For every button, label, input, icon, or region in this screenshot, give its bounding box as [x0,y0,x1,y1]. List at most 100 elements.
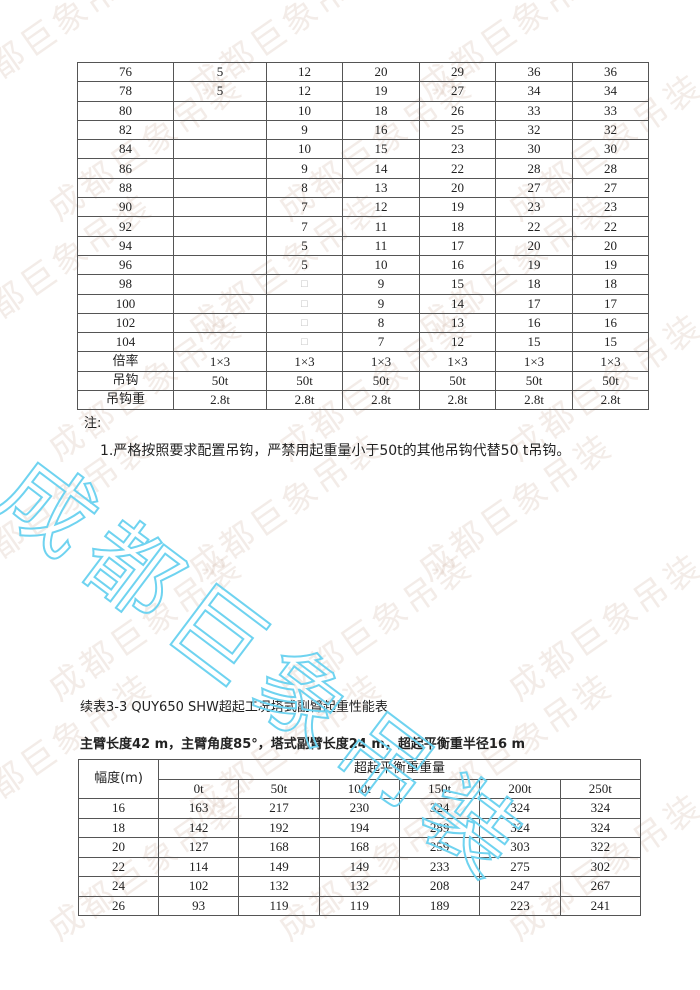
table-row: 24 102 132 132 208 247 267 [78,876,642,897]
capacity-cell: 20 [495,235,573,256]
capacity-cell [173,197,267,218]
capacity-cell: 20 [419,177,496,199]
radius-cell: 94 [77,235,174,256]
capacity-cell: 19 [342,81,420,102]
capacity-cell [173,274,267,295]
radius-cell: 76 [77,61,174,83]
capacity-cell: 18 [419,216,496,237]
capacity-cell: 25 [419,119,496,141]
hook-spec-cell: 1×3 [495,351,573,372]
hook-spec-cell: 2.8t [419,390,496,411]
capacity-cell: 23 [419,139,496,160]
capacity-cell: 217 [238,798,320,819]
col-header: 200t [479,778,561,799]
capacity-cell: 30 [572,139,649,160]
capacity-cell: 10 [266,100,343,121]
capacity-cell: 18 [572,274,649,295]
table-row: 88 8 13 20 27 27 [77,177,649,199]
capacity-cell: 30 [495,139,573,160]
radius-cell: 92 [77,216,174,237]
col-header: 50t [238,778,320,799]
capacity-cell: 324 [479,817,561,838]
capacity-cell: 17 [419,235,496,256]
radius-cell: 20 [78,837,159,858]
capacity-cell: 149 [318,856,400,877]
capacity-cell: 14 [342,158,420,179]
capacity-cell: 10 [342,254,420,276]
radius-cell: 90 [77,197,174,218]
capacity-cell: 7 [266,197,343,218]
capacity-cell: 11 [342,216,420,237]
capacity-cell [173,216,267,237]
hook-spec-cell: 2.8t [572,390,649,411]
table-footer-row: 吊钩 50t 50t 50t 50t 50t 50t [77,370,649,392]
capacity-cell: 289 [398,817,481,838]
capacity-cell: 194 [318,817,400,838]
capacity-cell: □ [266,293,343,314]
table-row: 78 5 12 19 27 34 34 [77,81,649,102]
hook-spec-cell: 50t [495,370,573,392]
capacity-cell [173,254,267,276]
col-header: 150t [398,778,481,799]
capacity-cell: 19 [572,254,649,276]
radius-cell: 96 [77,254,174,276]
radius-cell: 88 [77,177,174,199]
table-row: 90 7 12 19 23 23 [77,197,649,218]
capacity-cell: 23 [495,197,573,218]
capacity-cell: 33 [572,100,649,121]
row-label: 倍率 [77,351,174,372]
group-header-counterweight: 超起平衡重重量 [158,759,641,780]
radius-cell: 82 [77,119,174,141]
table-row: 86 9 14 22 28 28 [77,158,649,179]
capacity-cell: 322 [559,837,642,858]
table-row: 92 7 11 18 22 22 [77,216,649,237]
capacity-cell: 93 [157,895,240,916]
capacity-cell: 132 [238,876,320,897]
table-row: 22 114 149 149 233 275 302 [78,856,642,877]
table-row: 98 □ 9 15 18 18 [77,274,649,295]
capacity-cell: 142 [157,817,240,838]
capacity-cell: 324 [398,798,481,819]
radius-cell: 86 [77,158,174,179]
capacity-cell: □ [266,332,343,353]
capacity-cell: 16 [572,312,649,334]
hook-spec-cell: 50t [572,370,649,392]
capacity-cell: 9 [266,158,343,179]
radius-cell: 26 [78,895,159,916]
capacity-cell: 13 [342,177,420,199]
table-row: 16 163 217 230 324 324 324 [78,798,642,819]
capacity-cell: 36 [572,61,649,83]
capacity-cell: 28 [572,158,649,179]
col-header: 0t [157,778,240,799]
capacity-cell [173,158,267,179]
capacity-cell: 26 [419,100,496,121]
capacity-cell: 208 [398,876,481,897]
capacity-cell: 17 [572,293,649,314]
capacity-cell: 189 [398,895,481,916]
capacity-cell: 10 [266,139,343,160]
table-row: 26 93 119 119 189 223 241 [78,895,642,916]
capacity-cell: 9 [266,119,343,141]
capacity-cell: 20 [342,61,420,83]
capacity-cell [173,177,267,199]
capacity-cell: 29 [419,61,496,83]
capacity-cell: 18 [495,274,573,295]
capacity-cell: 15 [419,274,496,295]
capacity-cell: 15 [342,139,420,160]
capacity-cell: 127 [157,837,240,858]
capacity-cell: 32 [495,119,573,141]
hook-spec-cell: 50t [173,370,267,392]
capacity-cell: 12 [419,332,496,353]
capacity-cell: 22 [419,158,496,179]
capacity-cell [173,100,267,121]
capacity-cell: 5 [173,61,267,83]
watermark-text: 成都巨象吊装 [41,545,251,710]
capacity-cell: 15 [572,332,649,353]
radius-cell: 100 [77,293,174,314]
notes-label: 注: [84,416,102,431]
capacity-cell: 12 [266,61,343,83]
capacity-cell: 168 [238,837,320,858]
capacity-cell [173,312,267,334]
capacity-cell: 7 [266,216,343,237]
table-row: 82 9 16 25 32 32 [77,119,649,141]
